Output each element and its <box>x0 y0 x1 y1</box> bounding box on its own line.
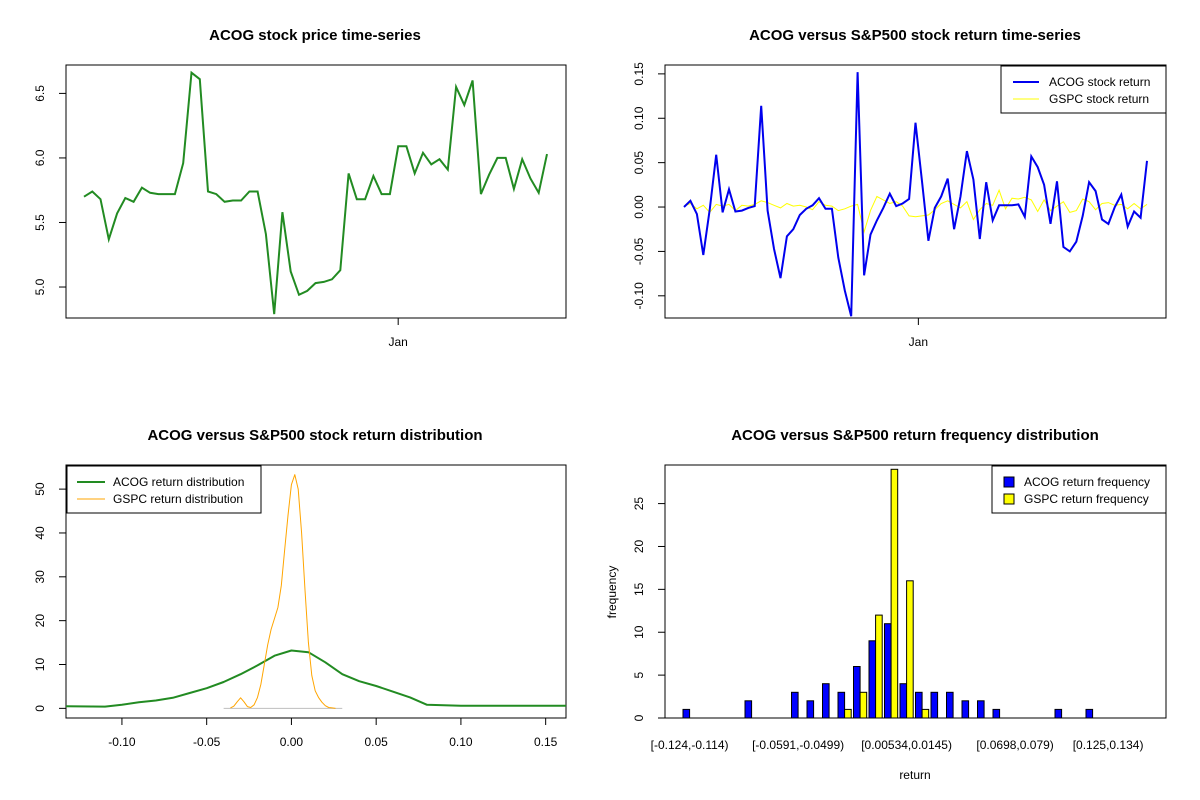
panel-3-y-tick-label: 0 <box>33 705 47 712</box>
gspc-frequency-bar <box>921 708 930 719</box>
panel-4-y-tick-label: 15 <box>632 582 646 596</box>
gspc-frequency-bar <box>844 708 852 719</box>
panel-4-y-tick-label: 5 <box>632 671 646 678</box>
panel-return-histogram: ACOG versus S&P500 return frequency dist… <box>605 427 1167 782</box>
panel-3-legend-box <box>66 465 262 514</box>
panel-1-title: ACOG stock price time-series <box>209 27 421 44</box>
acog-frequency-bar <box>1085 708 1094 719</box>
panel-2-y-tick-label: 0.00 <box>632 195 646 219</box>
panel-2-x-tick-label: Jan <box>909 335 928 349</box>
panel-4-x-tick-label: [-0.0591,-0.0499) <box>752 738 844 752</box>
panel-2-legend-label: GSPC stock return <box>1049 92 1149 106</box>
panel-4-legend-box <box>991 465 1167 514</box>
gspc-frequency-bar <box>875 614 883 719</box>
gspc-frequency-bar <box>859 691 868 719</box>
panel-4-y-tick-label: 10 <box>632 625 646 639</box>
acog-frequency-bar <box>822 683 830 719</box>
panel-4-x-tick-label: [0.00534,0.0145) <box>861 738 952 752</box>
panel-3-legend-label: ACOG return distribution <box>113 475 244 489</box>
acog-frequency-bar <box>1054 708 1063 719</box>
panel-4-legend-label: GSPC return frequency <box>1024 492 1149 506</box>
panel-3-y-tick-label: 10 <box>33 658 47 672</box>
panel-4-legend-swatch <box>1003 493 1015 505</box>
acog-frequency-bar <box>853 666 861 719</box>
panel-1-y-tick-label: 6.5 <box>33 85 47 102</box>
acog-frequency-bar <box>682 708 691 719</box>
panel-4-title: ACOG versus S&P500 return frequency dist… <box>731 427 1099 444</box>
panel-3-x-tick-label: 0.05 <box>364 735 388 749</box>
panel-2-y-tick-label: 0.10 <box>632 106 646 130</box>
panel-4-y-axis-label: frequency <box>605 566 619 619</box>
panel-3-x-tick-label: -0.05 <box>193 735 221 749</box>
panel-3-y-tick-label: 30 <box>33 570 47 584</box>
acog-frequency-bar <box>837 691 846 719</box>
gspc-return-line <box>683 188 1148 234</box>
panel-3-title: ACOG versus S&P500 stock return distribu… <box>147 427 482 444</box>
panel-4-y-tick-label: 25 <box>632 497 646 511</box>
panel-2-title: ACOG versus S&P500 stock return time-ser… <box>749 27 1081 44</box>
panel-3-x-tick-label: 0.15 <box>534 735 558 749</box>
panel-3-y-tick-label: 20 <box>33 614 47 628</box>
panel-3-x-tick-label: 0.00 <box>280 735 304 749</box>
panel-3-x-tick-label: 0.10 <box>449 735 473 749</box>
panel-1-y-tick-label: 5.0 <box>33 278 47 295</box>
panel-4-y-tick-label: 20 <box>632 539 646 553</box>
panel-return-series: ACOG versus S&P500 stock return time-ser… <box>632 27 1167 349</box>
panel-1-plot-frame <box>65 64 567 319</box>
gspc-frequency-bar <box>890 468 899 719</box>
acog-frequency-bar <box>946 691 954 719</box>
panel-1-y-tick-label: 5.5 <box>33 214 47 231</box>
gspc-density-line <box>230 474 336 709</box>
panel-4-x-tick-label: [0.0698,0.079) <box>976 738 1053 752</box>
acog-frequency-bar <box>930 691 939 719</box>
panel-4-x-tick-label: [-0.124,-0.114) <box>651 738 729 752</box>
panel-3-legend-label: GSPC return distribution <box>113 492 243 506</box>
acog-frequency-bar <box>961 700 970 719</box>
acog-frequency-bar <box>977 700 985 719</box>
panel-1-x-tick-label: Jan <box>388 335 407 349</box>
panel-4-legend-swatch <box>1003 476 1015 488</box>
panel-2-legend-box <box>1000 65 1167 114</box>
panel-4-y-tick-label: 0 <box>632 714 646 721</box>
acog-frequency-bar <box>992 708 1001 719</box>
panel-price-series: ACOG stock price time-series 5.0 5.5 6.0 6.… <box>33 27 567 349</box>
panel-2-y-tick-label: -0.05 <box>632 237 646 265</box>
panel-2-y-tick-label: 0.05 <box>632 151 646 175</box>
gspc-frequency-bar <box>906 580 914 719</box>
acog-frequency-bar <box>791 691 799 719</box>
acog-price-line <box>83 70 548 315</box>
panel-return-density: ACOG versus S&P500 stock return distribu… <box>33 427 567 749</box>
acog-frequency-bar <box>744 700 753 719</box>
panel-1-y-tick-label: 6.0 <box>33 149 47 166</box>
panel-4-x-axis-label: return <box>899 768 930 782</box>
acog-frequency-bar <box>884 623 892 719</box>
acog-frequency-bar <box>899 683 908 719</box>
acog-return-line <box>683 72 1148 317</box>
panel-4-x-tick-label: [0.125,0.134) <box>1073 738 1144 752</box>
acog-frequency-bar <box>806 700 815 719</box>
panel-3-x-tick-label: -0.10 <box>108 735 136 749</box>
panel-2-legend-label: ACOG stock return <box>1049 75 1150 89</box>
acog-frequency-bar <box>915 691 923 719</box>
acog-density-line <box>65 649 566 708</box>
panel-2-y-tick-label: -0.10 <box>632 282 646 310</box>
acog-frequency-bar <box>868 640 877 719</box>
panel-2-y-tick-label: 0.15 <box>632 62 646 86</box>
panel-2-plot-frame <box>664 64 1167 319</box>
panel-4-legend-label: ACOG return frequency <box>1024 475 1150 489</box>
panel-3-plot-frame <box>65 464 567 719</box>
panel-3-y-tick-label: 50 <box>33 482 47 496</box>
panel-3-y-tick-label: 40 <box>33 526 47 540</box>
